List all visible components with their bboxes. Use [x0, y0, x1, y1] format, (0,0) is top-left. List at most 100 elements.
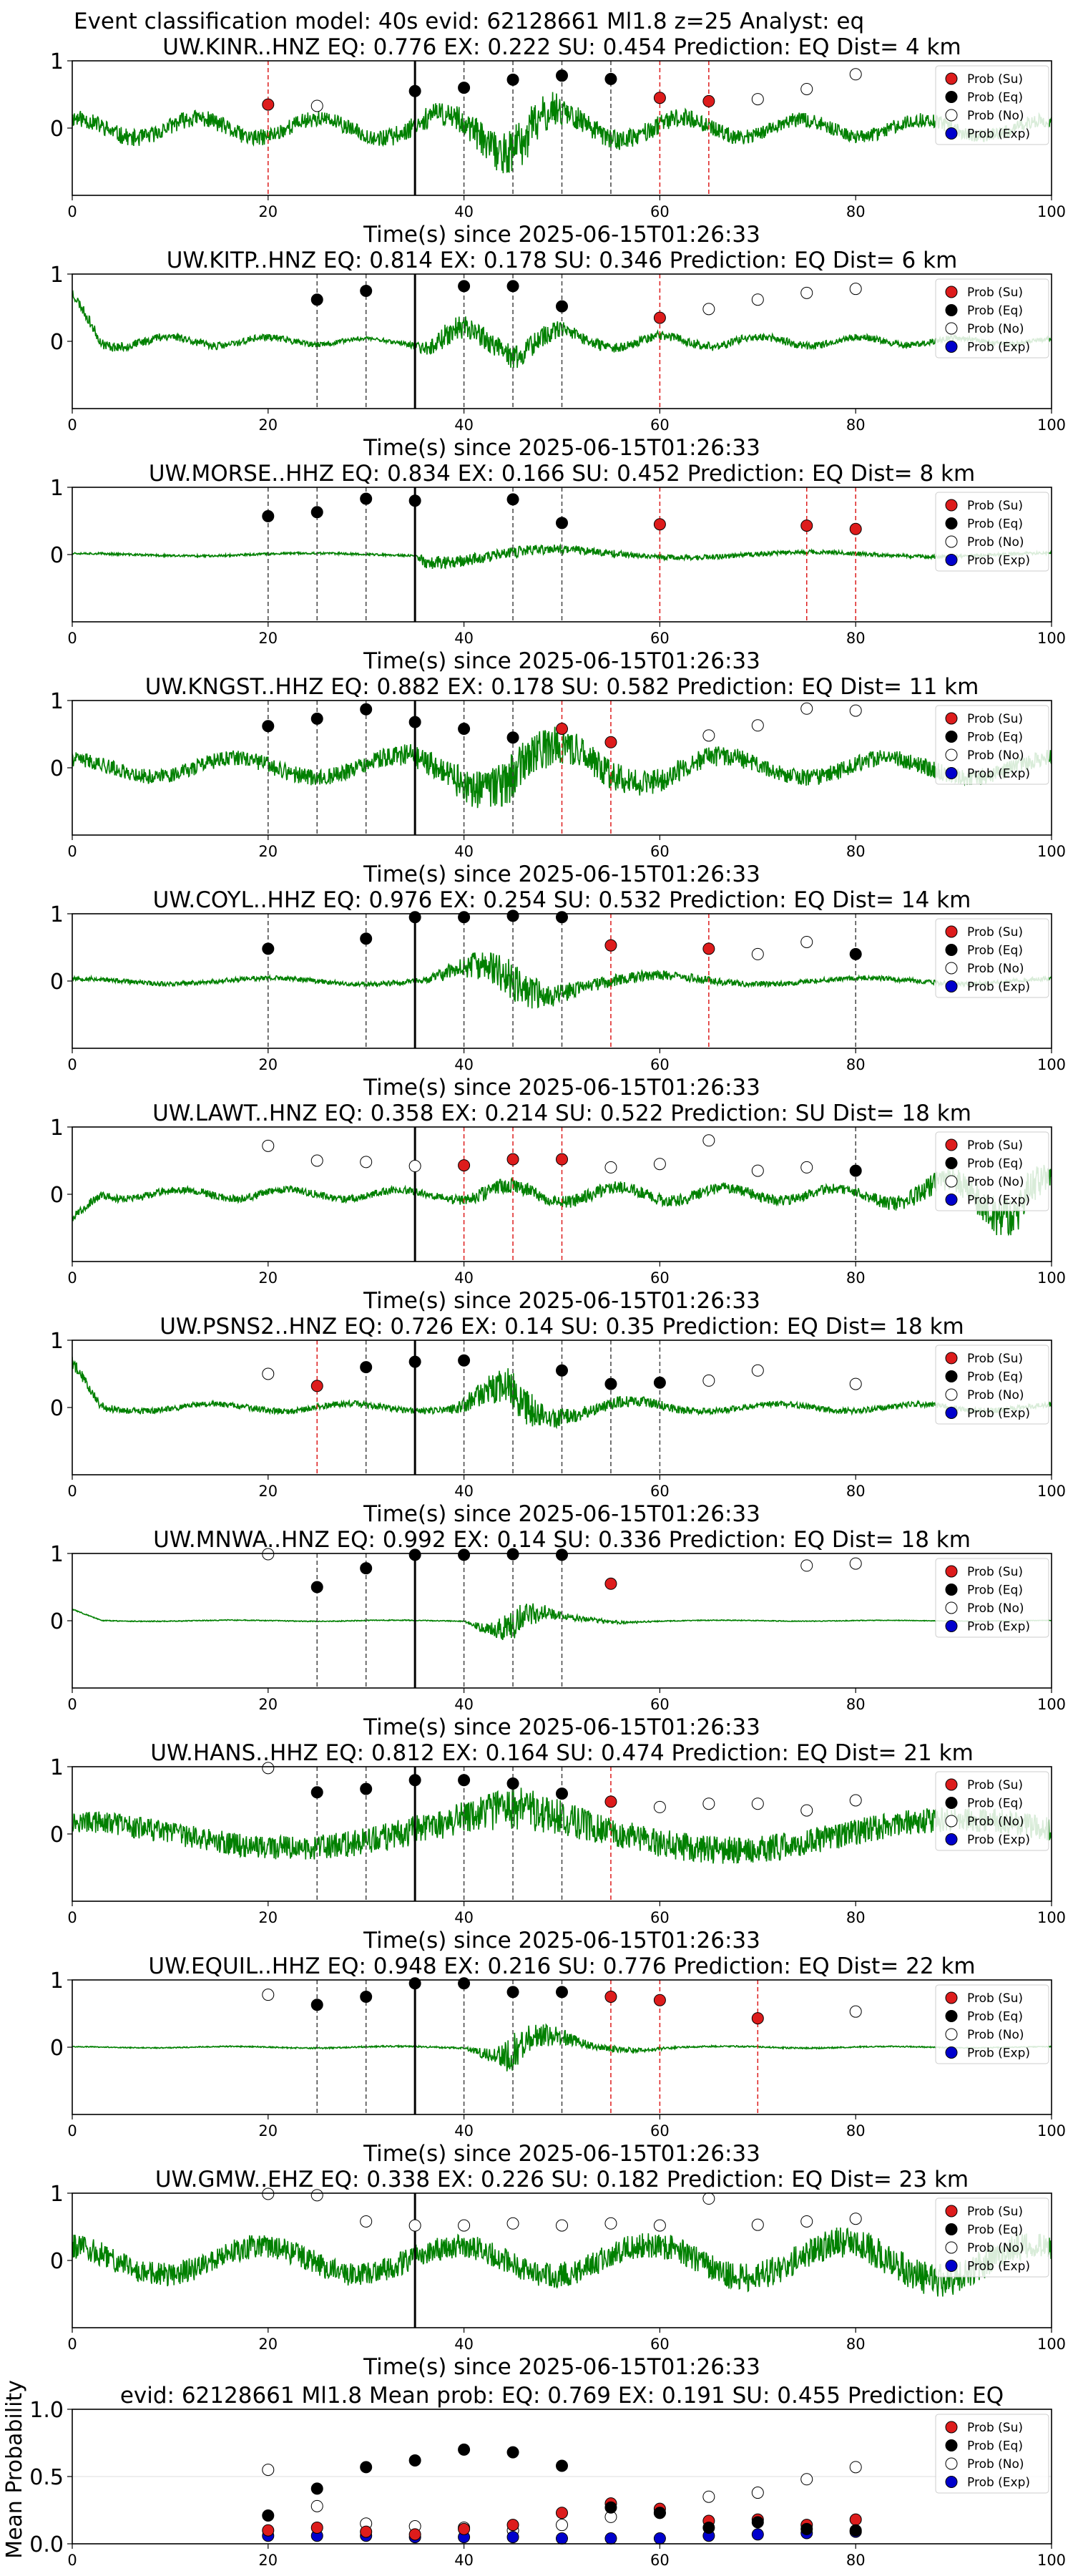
- panel-title: UW.KINR..HNZ EQ: 0.776 EX: 0.222 SU: 0.4…: [162, 34, 961, 60]
- point-prob-eq: [458, 1354, 471, 1367]
- legend-marker: [945, 748, 958, 761]
- axes-frame: [72, 2192, 1052, 2328]
- point-prob-no: [653, 1158, 666, 1171]
- panel-title: UW.COYL..HHZ EQ: 0.976 EX: 0.254 SU: 0.5…: [153, 887, 971, 913]
- point-prob-no: [604, 1161, 617, 1174]
- legend: Prob (Su) Prob (Eq) Prob (No) Prob (Exp): [935, 492, 1049, 572]
- legend-label: Prob (No): [967, 2241, 1024, 2255]
- y-tick-label: 1: [50, 49, 64, 74]
- legend-marker: [945, 1407, 958, 1419]
- point-prob-no: [310, 1154, 323, 1167]
- panel-6: UW.LAWT..HNZ EQ: 0.358 EX: 0.214 SU: 0.5…: [50, 1101, 1066, 1314]
- point-prob-eq: [849, 2524, 862, 2537]
- legend-label: Prob (Eq): [967, 304, 1023, 318]
- legend-marker: [945, 944, 958, 956]
- point-prob-exp: [506, 2531, 519, 2544]
- x-tick-label: 60: [650, 1056, 670, 1073]
- x-tick-label: 80: [846, 843, 866, 860]
- x-tick-label: 80: [846, 1909, 866, 1926]
- legend-label: Prob (Su): [967, 286, 1023, 300]
- point-prob-eq: [310, 506, 323, 519]
- x-axis-label: Time(s) since 2025-06-15T01:26:33: [363, 648, 760, 674]
- point-prob-eq: [506, 73, 519, 86]
- y-tick-label: 0: [50, 543, 64, 568]
- x-tick-label: 40: [454, 2122, 474, 2140]
- legend-marker: [945, 1797, 958, 1809]
- legend-marker: [945, 1194, 958, 1206]
- point-prob-eq: [458, 1774, 471, 1787]
- legend-marker: [945, 712, 958, 725]
- legend: Prob (Su) Prob (Eq) Prob (No) Prob (Exp): [935, 2414, 1049, 2494]
- x-tick-label: 80: [846, 416, 866, 434]
- panel-3: UW.MORSE..HHZ EQ: 0.834 EX: 0.166 SU: 0.…: [50, 461, 1066, 674]
- point-prob-eq: [408, 1355, 421, 1368]
- point-prob-eq: [310, 712, 323, 725]
- legend-label: Prob (Eq): [967, 1584, 1023, 1598]
- figure-suptitle: Event classification model: 40s evid: 62…: [74, 9, 864, 34]
- legend-marker: [945, 962, 958, 975]
- point-prob-eq: [262, 2509, 275, 2522]
- waveform-trace: [72, 2227, 1052, 2297]
- point-prob-no: [702, 1374, 715, 1387]
- point-prob-no: [800, 702, 813, 715]
- x-tick-label: 0: [67, 1056, 77, 1073]
- legend-label: Prob (Su): [967, 1565, 1023, 1579]
- point-prob-su: [653, 92, 666, 104]
- point-prob-eq: [653, 1376, 666, 1389]
- x-tick-label: 100: [1037, 2122, 1066, 2140]
- legend-marker: [945, 2223, 958, 2235]
- legend-box: [935, 2197, 1049, 2278]
- legend-label: Prob (Su): [967, 925, 1023, 940]
- point-prob-su: [310, 1380, 323, 1392]
- panel-title: UW.PSNS2..HNZ EQ: 0.726 EX: 0.14 SU: 0.3…: [160, 1314, 964, 1340]
- legend-marker: [945, 554, 958, 566]
- point-prob-eq: [408, 1774, 421, 1787]
- waveform-trace: [72, 952, 1052, 1009]
- x-tick-label: 60: [650, 2336, 670, 2353]
- legend-label: Prob (Exp): [967, 1194, 1030, 1208]
- point-prob-su: [604, 736, 617, 748]
- y-tick-label: 0: [50, 1823, 64, 1848]
- point-prob-eq: [506, 493, 519, 506]
- legend-label: Prob (Exp): [967, 2260, 1030, 2274]
- panels: UW.KINR..HNZ EQ: 0.776 EX: 0.222 SU: 0.4…: [2, 34, 1066, 2569]
- x-axis-label: Time(s) since 2025-06-15T01:26:33: [363, 1928, 760, 1953]
- x-tick-label: 80: [846, 1269, 866, 1287]
- legend-marker: [945, 1815, 958, 1828]
- point-prob-no: [751, 293, 764, 306]
- legend-box: [935, 2414, 1049, 2494]
- point-prob-eq: [262, 509, 275, 522]
- legend-label: Prob (Exp): [967, 1833, 1030, 1848]
- legend-label: Prob (Eq): [967, 731, 1023, 745]
- point-prob-su: [604, 1795, 617, 1808]
- legend-marker: [945, 517, 958, 530]
- x-tick-label: 60: [650, 630, 670, 647]
- x-tick-label: 40: [454, 1696, 474, 1713]
- y-axis-label: Mean Probability: [2, 2380, 27, 2559]
- point-prob-no: [800, 2473, 813, 2486]
- point-prob-su: [556, 1153, 568, 1166]
- point-prob-no: [702, 303, 715, 316]
- point-prob-eq: [408, 494, 421, 507]
- legend-label: Prob (Eq): [967, 2223, 1023, 2238]
- point-prob-no: [751, 2487, 764, 2499]
- x-tick-label: 80: [846, 1483, 866, 1500]
- y-tick-label: 1: [50, 1329, 64, 1354]
- legend-box: [935, 492, 1049, 572]
- legend-marker: [945, 731, 958, 743]
- legend-marker: [945, 980, 958, 992]
- point-prob-no: [751, 1797, 764, 1810]
- legend-label: Prob (No): [967, 748, 1024, 763]
- x-tick-label: 20: [258, 2552, 278, 2569]
- point-prob-eq: [360, 1361, 373, 1374]
- point-prob-no: [800, 1559, 813, 1572]
- y-tick-label: 0: [50, 117, 64, 142]
- x-tick-label: 60: [650, 843, 670, 860]
- legend-label: Prob (No): [967, 1388, 1024, 1402]
- legend-label: Prob (Exp): [967, 1407, 1030, 1421]
- point-prob-eq: [310, 2482, 323, 2495]
- legend-marker: [945, 304, 958, 316]
- panel-title: UW.LAWT..HNZ EQ: 0.358 EX: 0.214 SU: 0.5…: [152, 1101, 971, 1126]
- x-tick-label: 0: [67, 843, 77, 860]
- legend-label: Prob (Su): [967, 712, 1023, 726]
